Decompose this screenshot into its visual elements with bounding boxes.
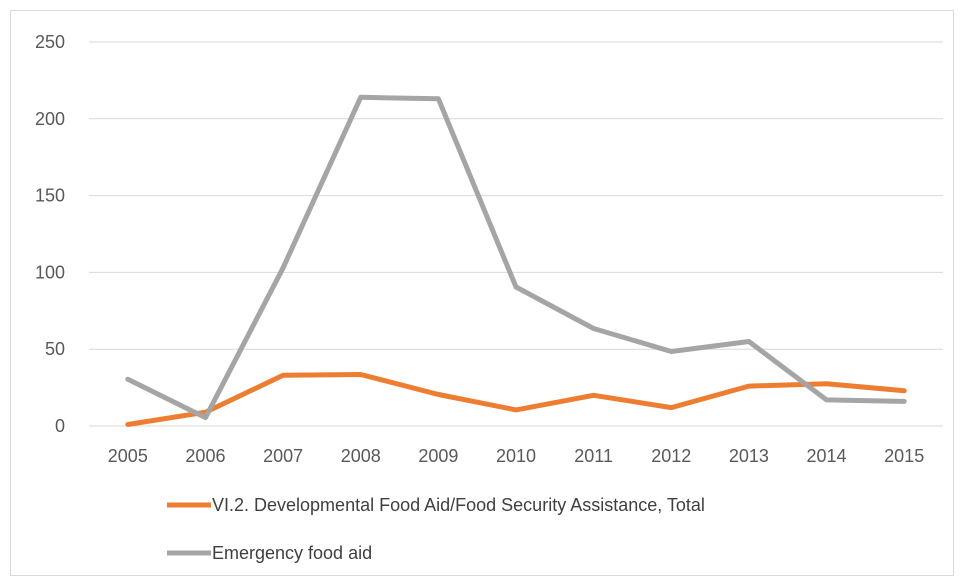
x-tick-label: 2014 xyxy=(807,446,847,466)
chart-frame: 0 50 100 150 200 250 2005 2006 2007 2008 2009 2010… xyxy=(10,10,954,576)
x-tick-label: 2012 xyxy=(651,446,691,466)
x-tick-label: 2011 xyxy=(574,446,613,466)
x-axis-tick-labels: 2005 2006 2007 2008 2009 2010 2011 2012 2013 2014… xyxy=(108,446,924,466)
x-tick-label: 2008 xyxy=(341,446,381,466)
x-tick-label: 2010 xyxy=(496,446,536,466)
legend: VI.2. Developmental Food Aid/Food Securi… xyxy=(167,495,705,563)
x-tick-label: 2013 xyxy=(729,446,769,466)
y-tick-label: 100 xyxy=(35,262,65,282)
x-tick-label: 2009 xyxy=(418,446,458,466)
y-tick-label: 0 xyxy=(55,416,65,436)
y-tick-label: 250 xyxy=(35,32,65,52)
series-line-1 xyxy=(125,94,907,421)
line-chart: 0 50 100 150 200 250 2005 2006 2007 2008 2009 2010… xyxy=(35,32,943,563)
x-tick-label: 2006 xyxy=(185,446,225,466)
series-line-0 xyxy=(125,372,907,427)
y-tick-label: 150 xyxy=(35,186,65,206)
y-tick-label: 50 xyxy=(45,339,65,359)
y-tick-label: 200 xyxy=(35,109,65,129)
gridlines xyxy=(89,41,943,427)
legend-label: VI.2. Developmental Food Aid/Food Securi… xyxy=(212,495,705,515)
x-tick-label: 2015 xyxy=(884,446,924,466)
series-lines xyxy=(125,94,907,427)
x-tick-label: 2007 xyxy=(263,446,303,466)
legend-label: Emergency food aid xyxy=(212,543,372,563)
x-tick-label: 2005 xyxy=(108,446,148,466)
y-axis-tick-labels: 0 50 100 150 200 250 xyxy=(35,32,65,436)
